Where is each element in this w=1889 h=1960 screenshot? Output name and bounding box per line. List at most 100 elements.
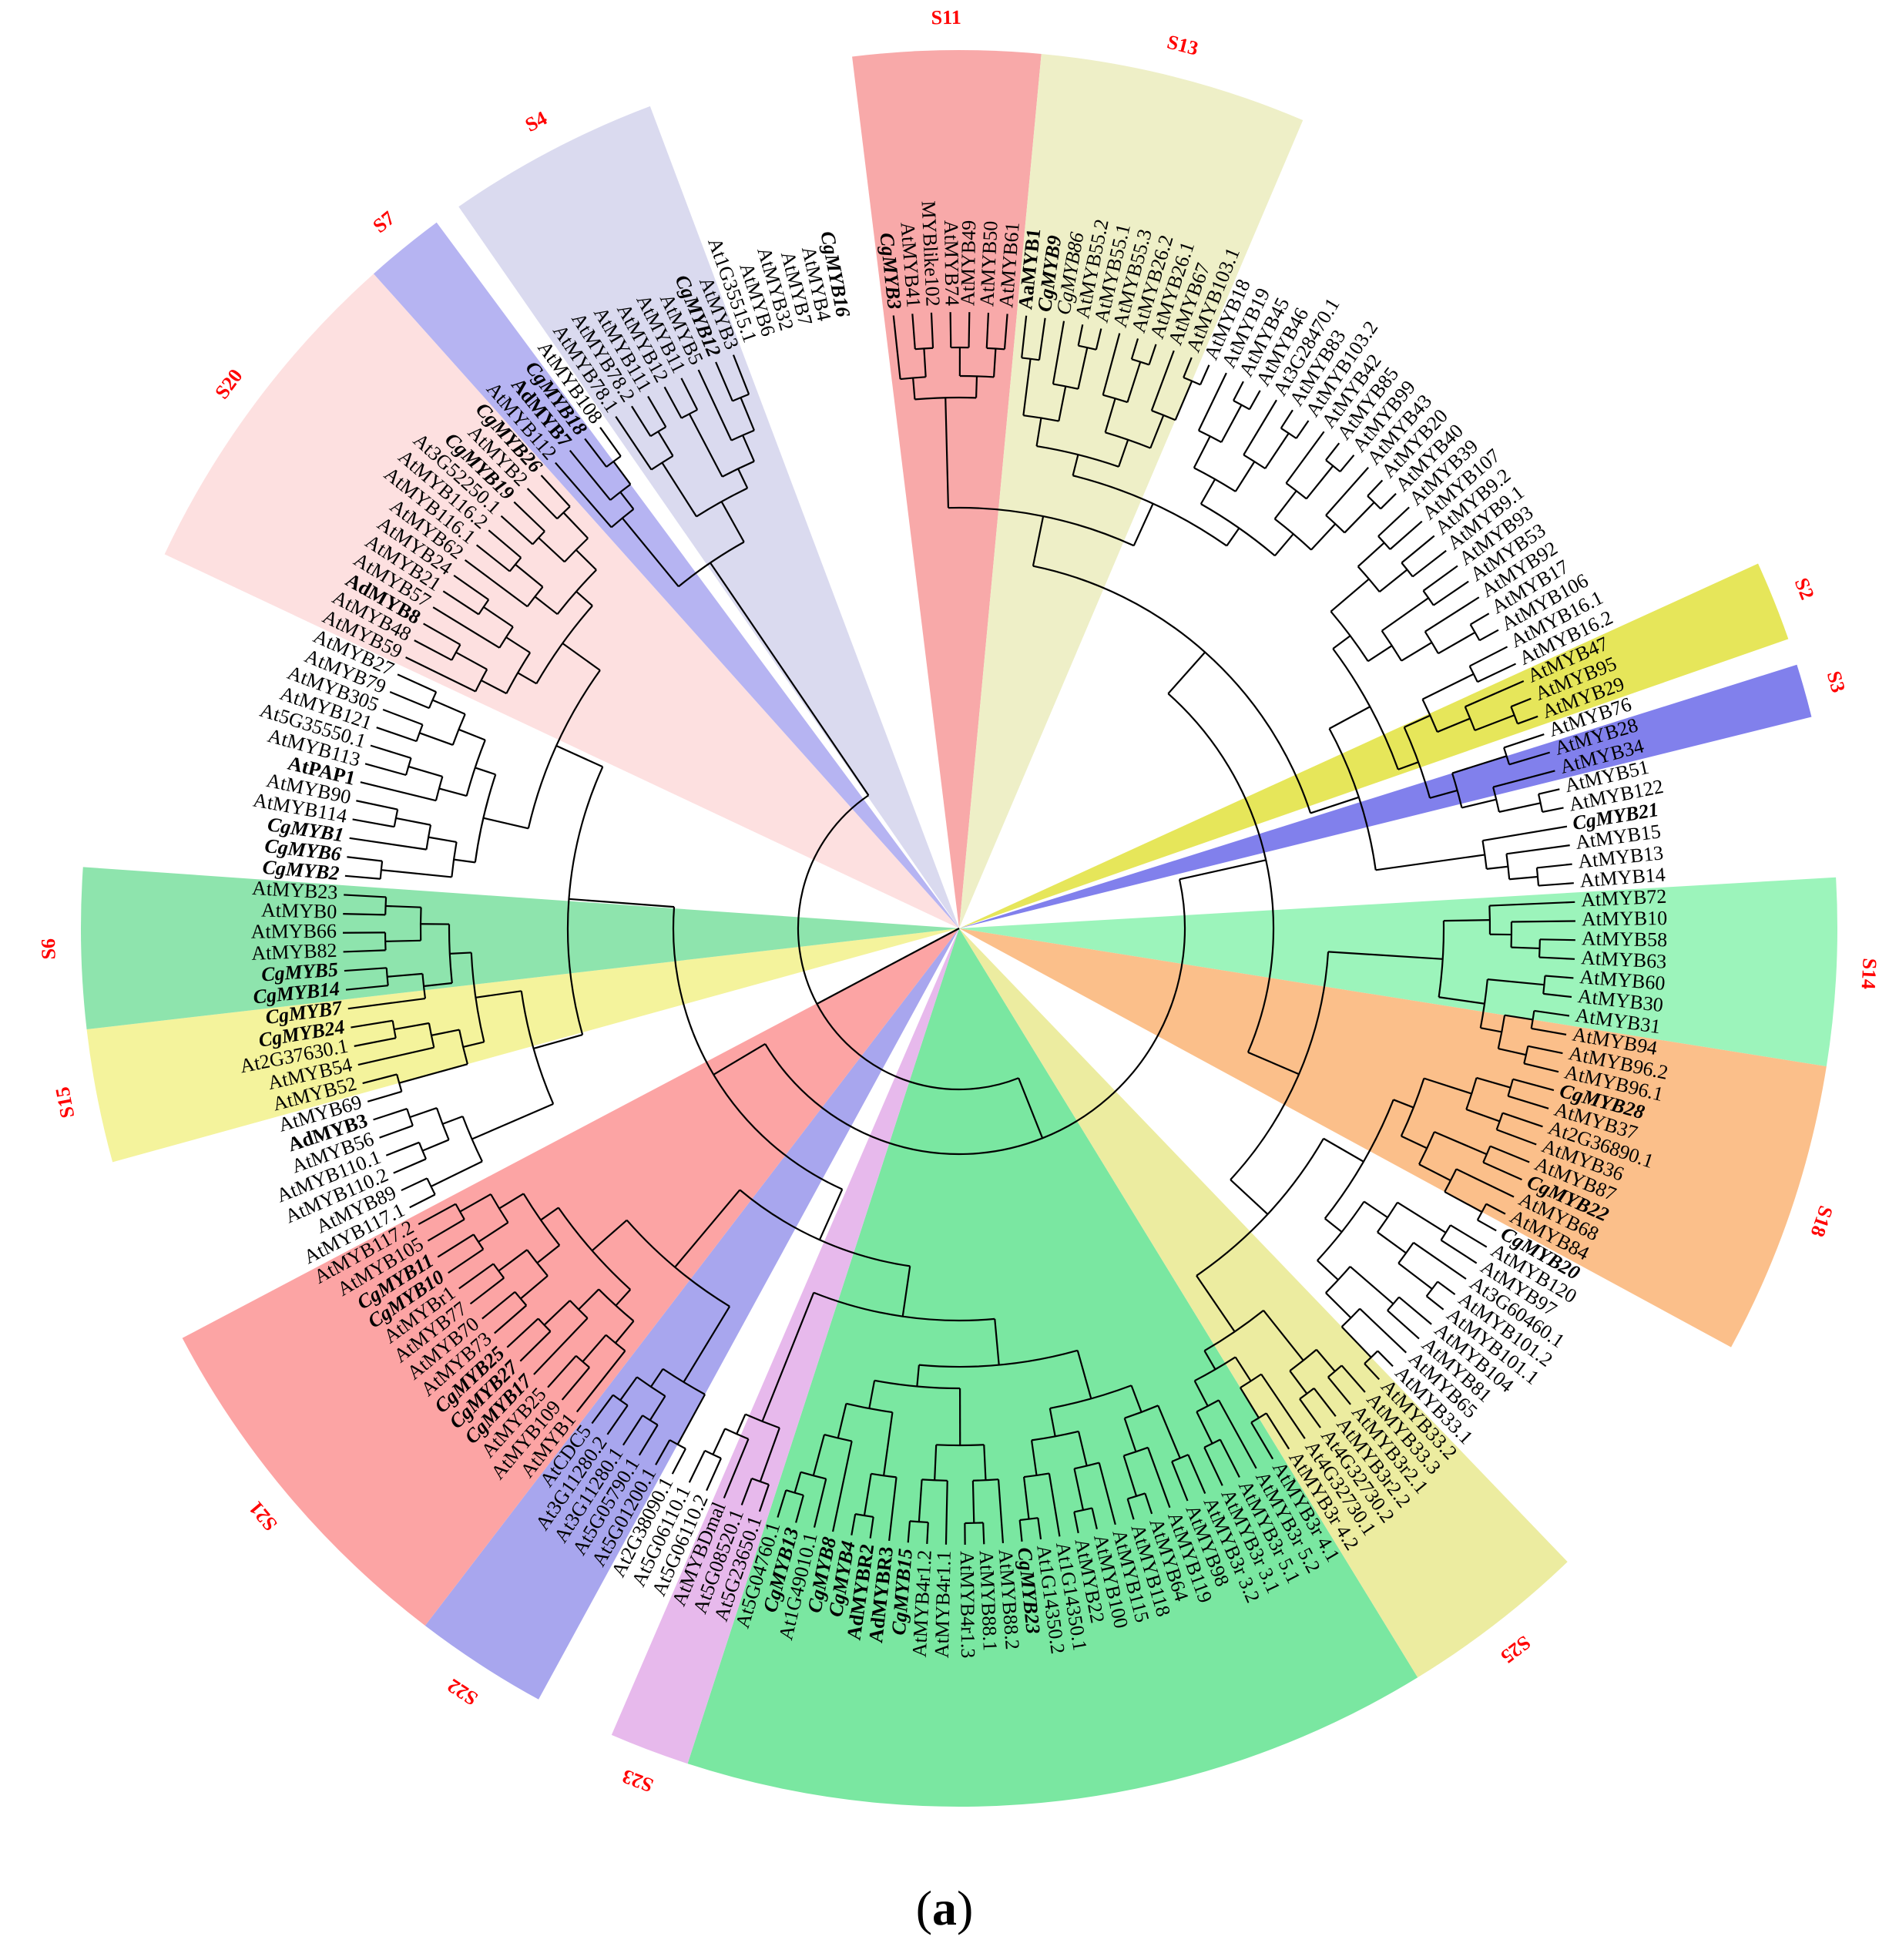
- branch-radial: [1018, 1077, 1044, 1139]
- branch-radial: [1504, 1014, 1533, 1021]
- branch-radial: [481, 1290, 516, 1320]
- branch-radial: [427, 1218, 465, 1242]
- branch-radial: [1003, 314, 1008, 350]
- branch-arc: [1367, 495, 1381, 510]
- branch-radial: [1073, 1468, 1085, 1511]
- branch-radial: [1531, 1027, 1567, 1035]
- branch-radial: [759, 1427, 780, 1482]
- branch-arc: [914, 347, 934, 351]
- branch-radial: [1018, 1519, 1023, 1542]
- branch-arc: [492, 1263, 505, 1279]
- branch-radial: [1545, 975, 1574, 979]
- branch-arc: [564, 537, 589, 563]
- branch-radial: [526, 488, 558, 520]
- branch-radial: [1502, 1112, 1543, 1128]
- branch-radial: [713, 1042, 766, 1076]
- branch-radial: [1098, 1462, 1116, 1525]
- branch-radial: [561, 1367, 590, 1401]
- branch-radial: [1035, 418, 1042, 447]
- branch-arc: [1422, 590, 1434, 606]
- branch-radial: [1203, 1350, 1216, 1370]
- branch-radial: [1147, 1447, 1171, 1509]
- clade-wedge-s25: [959, 928, 1568, 1678]
- branch-radial: [349, 837, 427, 851]
- leaf-label: CgMYB5: [260, 958, 338, 986]
- branch-radial: [1378, 569, 1408, 593]
- subfamily-label: S20: [210, 364, 247, 403]
- branch-arc: [472, 1233, 485, 1250]
- branch-radial: [1197, 372, 1227, 431]
- branch-radial: [1122, 1455, 1138, 1497]
- branch-arc: [458, 1029, 468, 1065]
- branch-radial: [1367, 645, 1393, 663]
- branch-radial: [813, 1478, 827, 1528]
- branch-radial: [812, 1434, 826, 1476]
- leaf-label: AtMYB10: [1582, 907, 1668, 930]
- branch-radial: [1381, 597, 1429, 632]
- branch-radial: [1179, 859, 1267, 881]
- branch-radial: [381, 869, 452, 878]
- branch-radial: [1243, 399, 1277, 455]
- branch-radial: [1265, 1412, 1290, 1450]
- branch-arc: [1243, 454, 1266, 470]
- branch-radial: [494, 1304, 527, 1334]
- branch-radial: [1340, 1364, 1366, 1393]
- branch-radial: [982, 1522, 985, 1545]
- branch-radial: [1512, 1078, 1555, 1092]
- branch-arc: [1425, 1280, 1438, 1297]
- branch-radial: [649, 1395, 666, 1421]
- branch-radial: [1022, 1476, 1030, 1519]
- branch-radial: [562, 643, 601, 671]
- branch-radial: [442, 590, 479, 616]
- branch-radial: [1203, 1447, 1223, 1486]
- leaf-label: AtMYB74: [940, 220, 964, 307]
- branch-radial: [519, 1331, 552, 1362]
- branch-radial: [1123, 1418, 1137, 1452]
- branch-radial: [1285, 431, 1325, 484]
- branch-arc: [1364, 1350, 1379, 1364]
- branch-arc: [610, 508, 635, 529]
- branch-arc: [384, 897, 388, 915]
- branch-radial: [430, 1160, 483, 1187]
- branch-radial: [462, 1041, 485, 1049]
- branch-radial: [599, 427, 622, 457]
- branch-radial: [1429, 789, 1458, 799]
- branch-radial: [1157, 1405, 1181, 1459]
- branch-radial: [1401, 1135, 1428, 1149]
- branch-radial: [1327, 951, 1443, 960]
- subfamily-label: S25: [1497, 1631, 1535, 1668]
- branch-radial: [1324, 1217, 1343, 1233]
- branch-radial: [356, 800, 398, 811]
- branch-radial: [409, 1193, 436, 1209]
- branch-radial: [671, 1448, 686, 1475]
- branch-radial: [710, 562, 870, 796]
- branch-radial: [1528, 1045, 1563, 1055]
- branch-radial: [483, 606, 514, 628]
- branch-radial: [357, 1046, 435, 1066]
- branch-radial: [517, 672, 537, 685]
- branch-radial: [1199, 478, 1216, 505]
- branch-arc: [1193, 467, 1236, 492]
- branch-radial: [1280, 409, 1293, 429]
- branch-radial: [1404, 714, 1431, 728]
- branch-radial: [582, 1334, 607, 1363]
- branch-radial: [1477, 1219, 1497, 1232]
- branch-radial: [488, 529, 522, 559]
- branch-radial: [376, 727, 418, 743]
- clade-wedge-s4: [458, 106, 959, 928]
- branch-radial: [1476, 1076, 1512, 1089]
- branch-radial: [1422, 565, 1458, 592]
- branch-radial: [1073, 1512, 1079, 1534]
- branch-radial: [385, 1141, 420, 1156]
- branch-arc: [785, 1489, 804, 1496]
- branch-arc: [972, 1478, 999, 1482]
- branch-arc: [1325, 515, 1346, 534]
- branch-radial: [912, 378, 916, 400]
- branch-arc: [421, 973, 427, 999]
- branch-radial: [1310, 523, 1337, 551]
- branch-radial: [1289, 1370, 1308, 1394]
- branch-arc: [846, 1402, 893, 1414]
- branch-radial: [1218, 1399, 1257, 1469]
- branch-radial: [622, 1415, 643, 1446]
- branch-radial: [930, 312, 934, 348]
